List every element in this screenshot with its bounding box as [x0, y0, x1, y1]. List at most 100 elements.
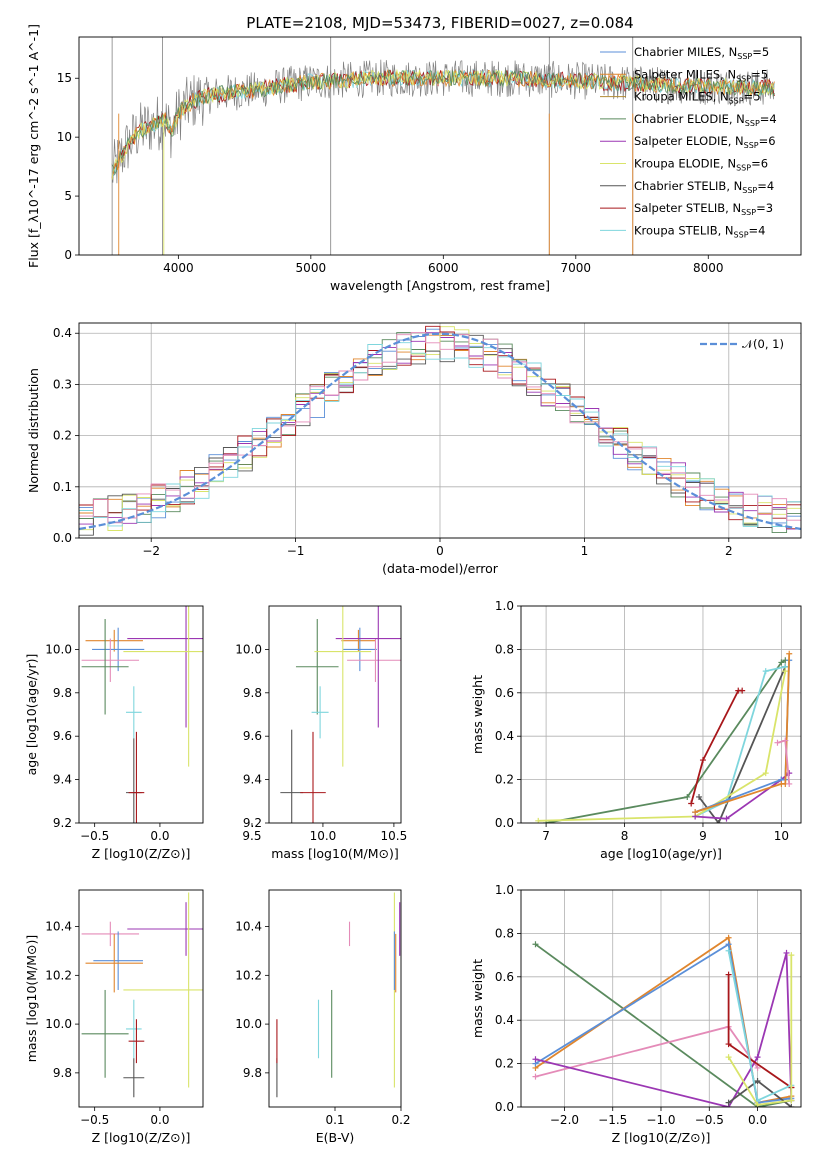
- legend-nssp-label: , N: [721, 45, 737, 59]
- x-axis-label: mass [log10(M/M⊙)]: [271, 846, 399, 861]
- plot-area: [276, 892, 401, 1098]
- series-marker: [725, 1099, 732, 1106]
- legend-eq: =: [744, 90, 754, 104]
- y-tick-label: 10.0: [45, 642, 72, 656]
- x-tick-label: 0.2: [391, 1113, 410, 1127]
- y-tick-label: 9.2: [243, 816, 262, 830]
- plot-area: [111, 37, 775, 255]
- plot-area: [81, 606, 203, 823]
- y-tick-label: 1.0: [495, 883, 514, 897]
- plot-area: [532, 934, 795, 1107]
- y-tick-label: 9.4: [243, 773, 262, 787]
- series-marker: [532, 1073, 539, 1080]
- series-marker: [532, 941, 539, 948]
- legend-entry: Chabrier ELODIE, NSSP=4: [634, 112, 777, 128]
- panel-age-vs-mass: 9.5 10.0 10.5 9.2 9.4 9.6 9.8 10.0 mass [log10(M…: [235, 605, 408, 861]
- legend-nssp-label: , N: [726, 179, 742, 193]
- legend-entry: Salpeter ELODIE, NSSP=6: [634, 134, 776, 150]
- legend-subscript: SSP: [741, 208, 756, 217]
- legend-name: Salpeter MILES: [634, 67, 720, 81]
- y-tick-label: 10.0: [45, 1017, 72, 1031]
- series-marker: [739, 687, 746, 694]
- legend-name: Kroupa ELODIE: [634, 157, 720, 171]
- legend-entry: Chabrier STELIB, NSSP=4: [634, 179, 774, 195]
- x-tick-label: 10.5: [381, 829, 408, 843]
- y-tick-label: 10: [57, 130, 72, 144]
- series-marker: [783, 949, 790, 956]
- legend-name: Salpeter ELODIE: [634, 134, 728, 148]
- x-axis-label: Z [log10(Z/Z⊙)]: [612, 1130, 711, 1145]
- series-marker: [788, 1104, 795, 1107]
- y-tick-label: 0.0: [495, 816, 514, 830]
- y-axis-label: Normed distribution: [26, 368, 41, 493]
- axes-frame: [520, 889, 802, 1108]
- legend-entry: 𝒩(0, 1): [742, 337, 784, 351]
- plot-area: [280, 606, 401, 823]
- legend-nssp: 5: [753, 90, 760, 104]
- series-line: [727, 955, 793, 1106]
- axes-frame: [268, 605, 402, 824]
- series-marker: [725, 941, 732, 948]
- residual-histogram: [79, 342, 801, 527]
- legend-name: Chabrier STELIB: [634, 179, 726, 193]
- series-marker: [782, 737, 789, 744]
- series-line: [538, 670, 787, 822]
- series-line: [694, 665, 786, 818]
- x-axis-label: (data-model)/error: [382, 561, 499, 576]
- series-marker: [786, 780, 793, 787]
- series-marker: [754, 1054, 761, 1061]
- y-tick-label: 0.2: [495, 1057, 514, 1071]
- x-tick-label: 8: [621, 829, 629, 843]
- series-marker: [688, 800, 695, 807]
- series-marker: [725, 947, 732, 954]
- y-tick-label: 10.4: [235, 920, 262, 934]
- y-tick-label: 10.2: [45, 968, 72, 982]
- y-tick-label: 0.0: [495, 1100, 514, 1114]
- legend-eq: =: [756, 201, 766, 215]
- y-tick-label: 1.0: [495, 599, 514, 613]
- x-tick-label: 0.0: [150, 1113, 169, 1127]
- y-tick-label: 0.6: [495, 686, 514, 700]
- series-marker: [684, 793, 691, 800]
- series-marker: [692, 809, 699, 816]
- legend-subscript: SSP: [744, 141, 759, 150]
- legend-eq: =: [749, 223, 759, 237]
- x-axis-label: Z [log10(Z/Z⊙)]: [92, 1130, 191, 1145]
- x-axis-label: E(B-V): [316, 1130, 355, 1145]
- panel-mass-vs-Z: −0.5 0.0 9.8 10.0 10.2 10.4 Z [log10(Z/Z⊙)] mas…: [24, 889, 204, 1145]
- x-tick-label: −0.5: [80, 1113, 109, 1127]
- legend-subscript: SSP: [745, 119, 760, 128]
- x-tick-label: 9: [699, 829, 707, 843]
- series-marker: [725, 1054, 732, 1061]
- legend-entry: Kroupa MILES, NSSP=5: [634, 90, 761, 106]
- x-tick-label: 8000: [693, 261, 724, 275]
- y-tick-label: 9.6: [243, 729, 262, 743]
- legend-entry: Chabrier MILES, NSSP=5: [634, 45, 769, 61]
- panel-mass-vs-EBV: 0.1 0.2 9.8 10.0 10.2 10.4 E(B-V): [235, 889, 411, 1145]
- series-marker: [788, 1097, 795, 1104]
- x-tick-label: −0.5: [695, 1113, 724, 1127]
- series-marker: [788, 952, 795, 959]
- legend-name: Kroupa STELIB: [634, 223, 718, 237]
- x-tick-label: 4000: [163, 261, 194, 275]
- series-marker: [762, 770, 769, 777]
- legend-nssp-label: , N: [728, 134, 744, 148]
- y-tick-label: 0.2: [53, 429, 72, 443]
- legend-eq: =: [760, 112, 770, 126]
- legend-nssp-label: , N: [718, 223, 734, 237]
- series-marker: [762, 668, 769, 675]
- legend-nssp: 6: [761, 157, 768, 171]
- axes-frame: [78, 605, 204, 824]
- legend-nssp: 3: [766, 201, 773, 215]
- legend-entry: Salpeter MILES, NSSP=5: [634, 67, 768, 83]
- axes-frame: [78, 889, 204, 1108]
- series-marker: [786, 650, 793, 657]
- x-tick-label: 10: [774, 829, 789, 843]
- series-line: [727, 950, 792, 1102]
- x-axis-label: Z [log10(Z/Z⊙)]: [92, 846, 191, 861]
- x-axis-label: wavelength [Angstrom, rest frame]: [330, 278, 550, 293]
- panel-mass-weight-vs-Z: −2.0 −1.5 −1.0 −0.5 0.0 0.0 0.2 0.4 0.6 0.8 1.0 Z […: [470, 883, 802, 1145]
- series-marker: [725, 934, 732, 941]
- y-tick-label: 9.8: [243, 1066, 262, 1080]
